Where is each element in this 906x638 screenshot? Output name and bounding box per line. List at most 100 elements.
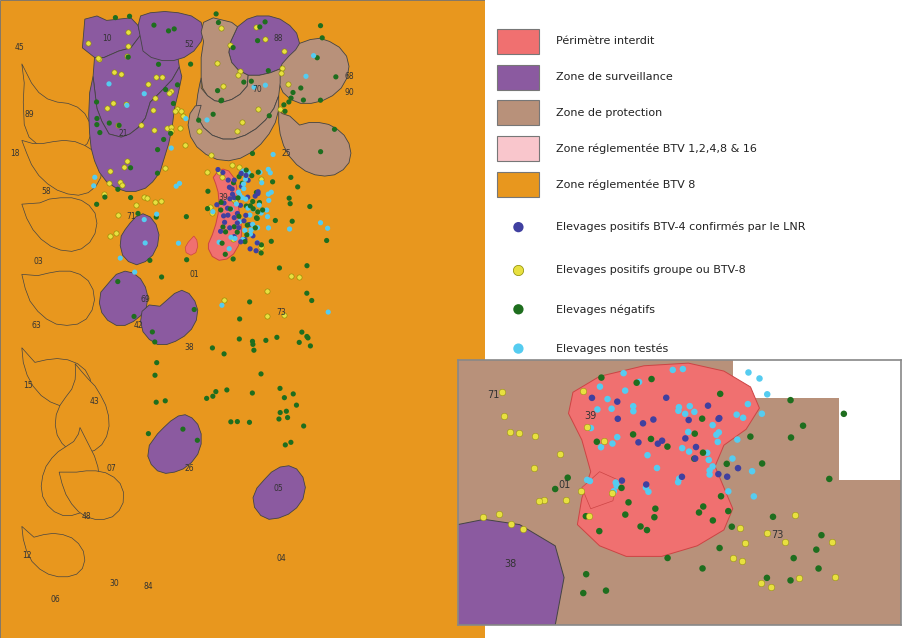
Point: [254, 208, 268, 218]
Point: [713, 389, 728, 399]
Point: [681, 427, 696, 437]
Point: [639, 482, 653, 493]
Point: [253, 167, 267, 177]
Point: [261, 189, 275, 199]
Point: [313, 218, 328, 228]
Point: [701, 455, 716, 465]
Point: [729, 410, 744, 420]
Point: [141, 429, 156, 439]
Point: [614, 483, 629, 493]
Point: [809, 545, 824, 555]
Point: [300, 260, 314, 271]
Point: [111, 120, 125, 130]
Point: [237, 234, 252, 244]
Point: [174, 106, 188, 116]
Point: [260, 286, 275, 296]
Point: [611, 413, 625, 424]
Point: [217, 295, 231, 305]
Point: [696, 448, 710, 458]
Point: [614, 475, 629, 486]
Polygon shape: [55, 364, 109, 453]
Point: [238, 211, 253, 221]
Point: [265, 149, 280, 160]
Point: [822, 474, 836, 484]
Point: [594, 373, 609, 383]
Point: [173, 123, 188, 133]
Point: [117, 161, 131, 172]
Point: [239, 201, 254, 211]
Point: [112, 177, 127, 187]
Point: [224, 417, 238, 427]
Text: 84: 84: [143, 582, 152, 591]
Point: [236, 216, 251, 226]
Point: [86, 181, 101, 191]
Point: [511, 222, 525, 232]
Point: [223, 194, 237, 204]
Point: [695, 413, 709, 424]
Point: [199, 115, 214, 125]
Point: [149, 72, 163, 82]
Point: [289, 400, 304, 410]
Point: [264, 187, 278, 197]
Point: [814, 530, 829, 540]
Text: 69: 69: [140, 295, 150, 304]
Text: 26: 26: [184, 464, 194, 473]
Point: [109, 228, 123, 238]
Point: [141, 78, 156, 89]
Point: [784, 575, 798, 586]
Point: [220, 203, 235, 213]
Point: [234, 237, 248, 247]
Point: [492, 509, 506, 519]
Point: [641, 487, 656, 497]
Point: [250, 36, 265, 46]
Point: [675, 471, 689, 482]
Point: [234, 168, 248, 179]
Point: [149, 357, 164, 367]
Point: [320, 235, 334, 246]
Point: [158, 396, 172, 406]
Polygon shape: [279, 38, 349, 103]
Point: [227, 221, 242, 232]
Point: [224, 204, 238, 214]
Point: [111, 276, 125, 286]
Text: 06: 06: [51, 595, 61, 604]
Point: [227, 212, 242, 223]
Text: 25: 25: [281, 149, 291, 158]
Point: [241, 175, 255, 186]
Point: [176, 111, 190, 121]
Point: [206, 391, 220, 401]
Point: [265, 177, 280, 187]
Point: [719, 459, 734, 469]
Point: [123, 193, 138, 203]
Point: [301, 333, 315, 343]
Point: [209, 9, 224, 19]
Point: [243, 229, 257, 239]
Point: [584, 393, 599, 403]
Point: [251, 167, 265, 177]
Point: [321, 223, 335, 234]
Point: [573, 486, 588, 496]
Point: [294, 83, 308, 93]
Point: [678, 433, 692, 443]
Point: [254, 174, 268, 184]
Point: [251, 103, 265, 114]
Point: [168, 105, 182, 115]
Point: [610, 397, 624, 407]
Polygon shape: [22, 64, 92, 153]
Point: [159, 122, 174, 133]
Point: [711, 414, 726, 424]
Point: [239, 171, 254, 181]
Point: [238, 174, 253, 184]
Point: [130, 209, 145, 219]
Point: [230, 218, 245, 228]
Point: [120, 156, 135, 167]
Point: [229, 126, 244, 137]
Point: [610, 432, 624, 442]
Polygon shape: [229, 16, 300, 75]
Point: [272, 263, 286, 273]
Point: [97, 189, 111, 199]
FancyBboxPatch shape: [497, 29, 539, 54]
Point: [736, 413, 750, 423]
Point: [321, 307, 335, 317]
Point: [650, 463, 664, 473]
